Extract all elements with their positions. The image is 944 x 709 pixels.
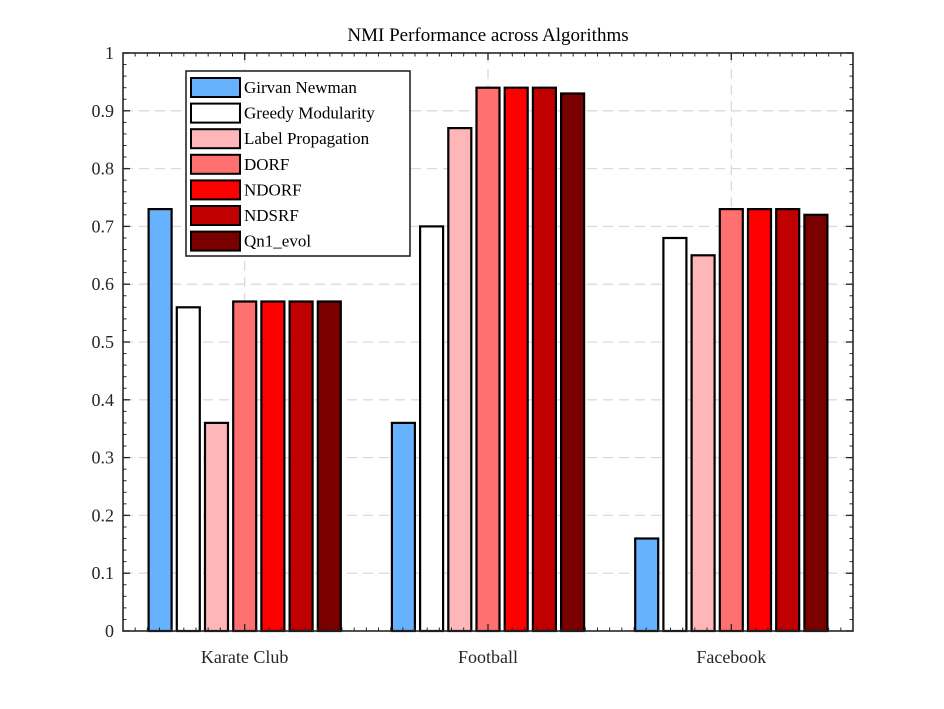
y-tick-label: 0.9 — [92, 101, 115, 121]
bar-qn1-evol-facebook — [803, 213, 829, 633]
legend-label: NDORF — [244, 180, 302, 199]
legend-label: Greedy Modularity — [244, 104, 375, 123]
bar-greedy-modularity-facebook — [662, 236, 688, 633]
bar-girvan-newman-football — [390, 421, 416, 633]
legend-swatch — [190, 153, 241, 175]
legend-swatch — [190, 230, 241, 252]
axes: 0 0.1 0.2 0.3 0.4 0.5 0.6 0.7 0.8 0.9 1 Karate Club… — [92, 43, 854, 667]
bar-ndsrf-karate-club — [288, 300, 314, 633]
bar-qn1-evol-karate-club — [316, 300, 342, 633]
legend-label: NDSRF — [244, 206, 299, 225]
y-tick-label: 0.6 — [92, 274, 115, 294]
legend-swatch — [190, 128, 241, 150]
legend-swatch — [190, 102, 241, 124]
chart-title: NMI Performance across Algorithms — [347, 25, 628, 46]
bar-label-propagation-football — [447, 127, 473, 633]
legend-swatch — [190, 77, 241, 98]
bar-label-propagation-karate-club — [203, 421, 230, 633]
x-tick-label: Football — [458, 647, 518, 667]
y-tick-label: 0.7 — [92, 216, 115, 236]
bar-dorf-football — [475, 86, 501, 633]
bar-ndsrf-football — [531, 86, 558, 633]
bar-dorf-facebook — [718, 208, 744, 633]
y-tick-label: 0.3 — [92, 448, 115, 468]
legend-swatch — [190, 179, 241, 201]
x-tick-label: Karate Club — [201, 647, 288, 667]
legend: Girvan Newman Greedy Modularity Label Prop… — [185, 70, 411, 257]
bar-ndorf-karate-club — [260, 300, 286, 633]
y-tick-label: 0.4 — [92, 390, 115, 410]
y-tick-label: 0.5 — [92, 332, 115, 352]
y-tick-label: 0.8 — [92, 159, 115, 179]
bar-ndorf-football — [503, 86, 529, 633]
bar-label-propagation-facebook — [690, 254, 716, 633]
bar-qn1-evol-football — [559, 92, 586, 633]
y-tick-label: 0.2 — [92, 505, 115, 525]
legend-label: DORF — [244, 155, 289, 174]
bar-girvan-newman-karate-club — [147, 208, 173, 633]
y-tick-label: 0.1 — [92, 563, 115, 583]
bar-ndorf-facebook — [746, 208, 773, 633]
y-tick-label: 0 — [105, 621, 114, 641]
bar-dorf-karate-club — [232, 300, 258, 633]
legend-label: Label Propagation — [244, 129, 370, 148]
x-tick-label: Facebook — [696, 647, 766, 667]
bar-greedy-modularity-karate-club — [175, 306, 201, 633]
legend-label: Girvan Newman — [244, 78, 357, 97]
legend-swatch — [190, 205, 241, 226]
bar-ndsrf-facebook — [775, 208, 801, 633]
y-tick-label: 1 — [105, 43, 114, 63]
legend-label: Qn1_evol — [244, 232, 311, 251]
bar-girvan-newman-facebook — [634, 537, 660, 633]
bar-greedy-modularity-football — [419, 225, 445, 633]
